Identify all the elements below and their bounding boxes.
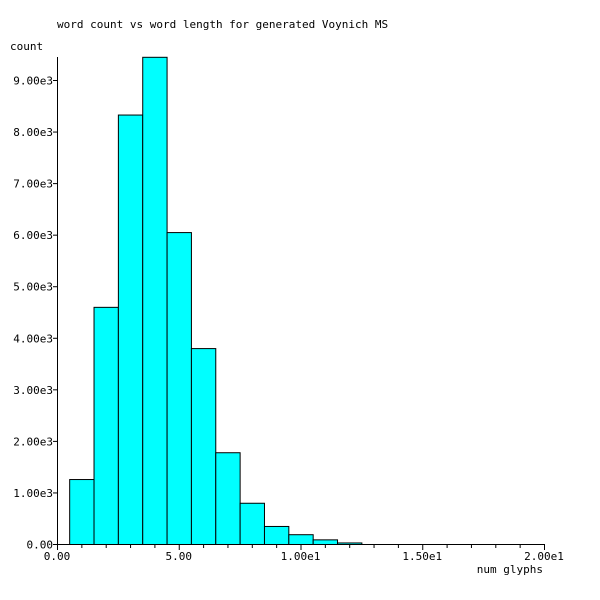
y-tick-label: 6.00e3 — [13, 229, 53, 242]
bar-6 — [190, 348, 217, 546]
y-tick-label: 3.00e3 — [13, 384, 53, 397]
bar-7 — [215, 452, 241, 545]
y-tick-label: 1.00e3 — [13, 487, 53, 500]
y-tick-label: 0.00 — [27, 539, 54, 552]
x-axis-label: num glyphs — [477, 563, 543, 576]
x-tick-label: 1.50e1 — [402, 550, 442, 563]
y-tick-label: 4.00e3 — [13, 332, 53, 345]
x-tick-label: 2.00e1 — [524, 550, 564, 563]
x-tick-label: 1.00e1 — [281, 550, 321, 563]
bar-11 — [312, 539, 339, 545]
y-tick-label: 2.00e3 — [13, 435, 53, 448]
y-tick-label: 8.00e3 — [13, 126, 53, 139]
bar-8 — [239, 502, 265, 545]
bar-5 — [166, 232, 192, 545]
x-tick-label: 5.00 — [166, 550, 193, 563]
y-tick-label: 5.00e3 — [13, 281, 53, 294]
bar-1 — [69, 479, 95, 546]
bar-10 — [288, 534, 314, 546]
y-tick-label: 9.00e3 — [13, 75, 53, 88]
bar-3 — [117, 114, 144, 545]
chart-title: word count vs word length for generated … — [57, 18, 388, 31]
bar-4 — [142, 56, 168, 546]
bar-9 — [263, 525, 290, 546]
x-tick-label: 0.00 — [44, 550, 71, 563]
y-axis-label: count — [10, 40, 43, 53]
bar-2 — [93, 306, 119, 545]
y-tick-label: 7.00e3 — [13, 178, 53, 191]
